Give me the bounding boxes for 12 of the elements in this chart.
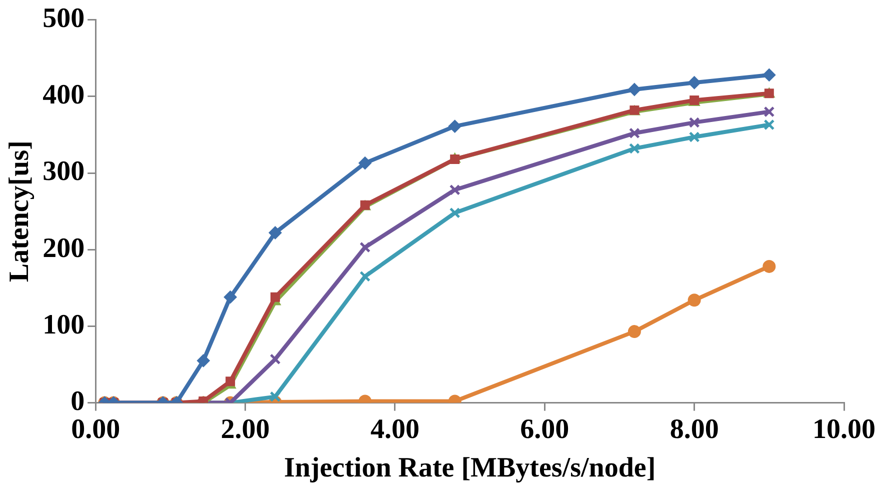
- x-tick-label: 2.00: [220, 414, 270, 445]
- x-tick-label: 10.00: [812, 414, 876, 445]
- y-axis-title: Latency[us]: [4, 140, 36, 282]
- y-tick-label: 300: [42, 156, 85, 188]
- y-tick-label: 500: [42, 3, 85, 34]
- y-tick-label: 400: [42, 80, 85, 111]
- x-tick-label: 8.00: [670, 414, 719, 445]
- x-axis-title: Injection Rate [MBytes/s/node]: [284, 452, 656, 484]
- x-tick-label: 6.00: [520, 414, 570, 445]
- x-tick-label: 4.00: [370, 414, 420, 445]
- y-tick-label: 200: [42, 232, 85, 264]
- y-tick-label: 100: [42, 309, 85, 340]
